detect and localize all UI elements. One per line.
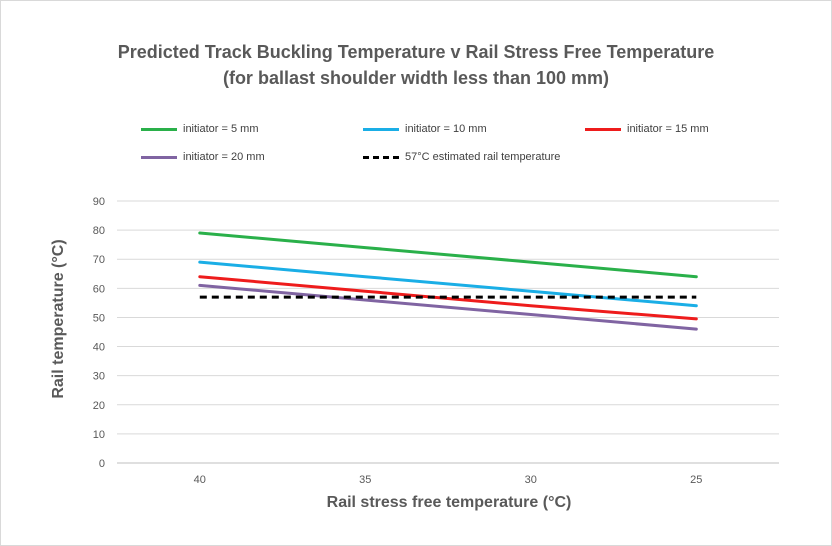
y-tick-label: 90 xyxy=(93,196,105,208)
series-lines xyxy=(198,231,698,331)
legend-swatch-initiator-10mm xyxy=(363,127,399,131)
legend-item-initiator-5mm: initiator = 5 mm xyxy=(141,123,259,135)
series-line-3 xyxy=(198,283,698,331)
x-tick-label: 25 xyxy=(690,474,702,486)
y-axis-tick-labels: 0 10 20 30 40 50 60 70 80 90 xyxy=(93,196,105,470)
chart-title-line-1: Predicted Track Buckling Temperature v R… xyxy=(117,42,715,62)
legend-item-estimated-rail-temperature: 57°C estimated rail temperature xyxy=(363,151,560,163)
legend-label-initiator-20mm: initiator = 20 mm xyxy=(183,151,265,163)
y-tick-label: 30 xyxy=(93,371,105,383)
y-axis-title: Rail temperature (°C) xyxy=(50,239,67,398)
chart-title: Predicted Track Buckling Temperature v R… xyxy=(1,39,831,91)
y-tick-label: 40 xyxy=(93,342,105,354)
legend-label-initiator-10mm: initiator = 10 mm xyxy=(405,123,487,135)
legend-label-initiator-15mm: initiator = 15 mm xyxy=(627,123,709,135)
legend-swatch-estimated-rail-temperature xyxy=(363,155,399,159)
legend-swatch-initiator-20mm xyxy=(141,155,177,159)
x-axis-tick-labels: 40 35 30 25 xyxy=(194,474,703,486)
legend-item-initiator-20mm: initiator = 20 mm xyxy=(141,151,265,163)
legend-swatch-initiator-5mm xyxy=(141,127,177,131)
x-axis-title: Rail stress free temperature (°C) xyxy=(327,494,572,511)
y-tick-label: 10 xyxy=(93,429,105,441)
x-tick-label: 30 xyxy=(525,474,537,486)
series-line-0 xyxy=(198,231,698,279)
legend-swatch-initiator-15mm xyxy=(585,127,621,131)
legend-label-initiator-5mm: initiator = 5 mm xyxy=(183,123,259,135)
legend-item-initiator-15mm: initiator = 15 mm xyxy=(585,123,709,135)
y-tick-label: 60 xyxy=(93,283,105,295)
gridlines xyxy=(117,200,779,464)
series-line-2 xyxy=(198,275,698,321)
y-tick-label: 20 xyxy=(93,400,105,412)
legend-item-initiator-10mm: initiator = 10 mm xyxy=(363,123,487,135)
y-tick-label: 50 xyxy=(93,312,105,324)
chart-title-line-2: (for ballast shoulder width less than 10… xyxy=(222,68,610,88)
y-tick-label: 0 xyxy=(99,458,105,470)
x-tick-label: 35 xyxy=(359,474,371,486)
legend-label-estimated-rail-temperature: 57°C estimated rail temperature xyxy=(405,151,561,163)
x-tick-label: 40 xyxy=(194,474,206,486)
y-tick-label: 80 xyxy=(93,225,105,237)
y-tick-label: 70 xyxy=(93,254,105,266)
